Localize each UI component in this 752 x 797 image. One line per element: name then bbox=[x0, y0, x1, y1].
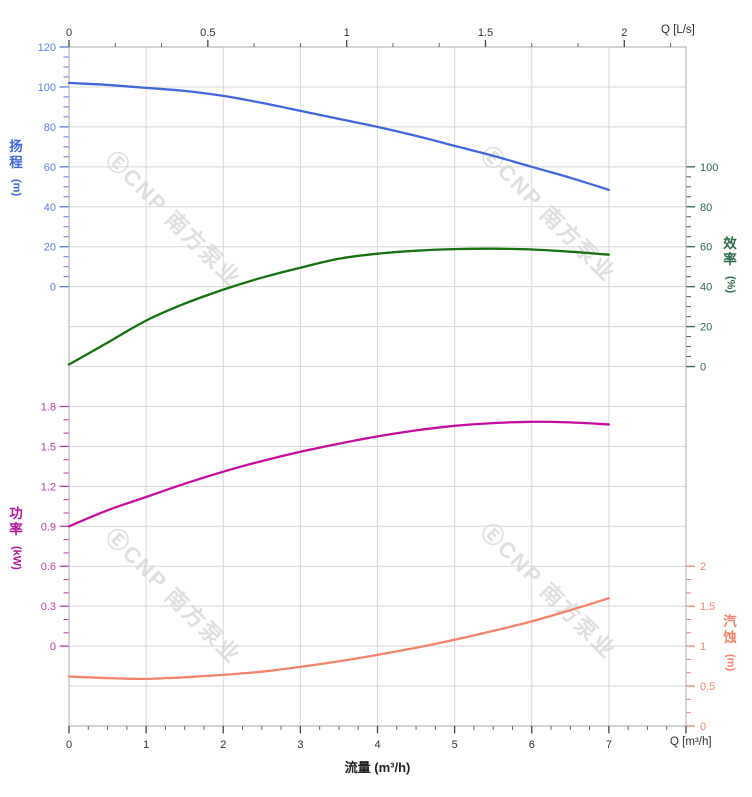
efficiency-axis-tick-label: 40 bbox=[700, 282, 712, 294]
power-axis-tick-label: 0.9 bbox=[41, 521, 56, 533]
head-axis-title: 扬程 (m) bbox=[5, 139, 27, 196]
bottom-axis-tick-label: 1 bbox=[143, 739, 149, 751]
efficiency-axis-tick-label: 20 bbox=[700, 322, 712, 334]
npsh-axis-title: 汽蚀 (m) bbox=[719, 614, 741, 671]
efficiency-axis-tick-label: 80 bbox=[700, 202, 712, 214]
head-curve bbox=[67, 81, 611, 191]
npsh-axis-tick-label: 2 bbox=[700, 561, 706, 573]
npsh-axis-unit: (m) bbox=[724, 653, 737, 672]
power-axis-tick-label: 1.2 bbox=[41, 481, 56, 493]
npsh-axis-tick-label: 0.5 bbox=[700, 681, 715, 693]
efficiency-axis-unit: (%) bbox=[724, 275, 737, 294]
efficiency-axis-tick-label: 0 bbox=[700, 362, 706, 374]
bottom-axis-tick-label: 6 bbox=[529, 739, 535, 751]
power-axis-title-text: 功率 bbox=[9, 506, 23, 538]
head-axis-unit: (m) bbox=[10, 178, 23, 197]
top-axis-tick-label: 1 bbox=[344, 27, 350, 39]
npsh-curve bbox=[67, 597, 611, 681]
head-axis-tick-label: 40 bbox=[44, 202, 56, 214]
top-axis-tick-label: 2 bbox=[621, 27, 627, 39]
power-axis-tick-label: 0.6 bbox=[41, 561, 56, 573]
bottom-axis-tick-label: 0 bbox=[66, 739, 72, 751]
power-axis-tick-label: 1.8 bbox=[41, 401, 56, 413]
power-axis-tick-label: 0.3 bbox=[41, 601, 56, 613]
power-axis-unit: (kW) bbox=[10, 545, 23, 570]
head-axis-tick-label: 120 bbox=[38, 42, 56, 54]
power-axis-tick-label: 1.5 bbox=[41, 441, 56, 453]
top-axis-tick-label: 0.5 bbox=[200, 27, 215, 39]
bottom-axis-tick-label: 5 bbox=[452, 739, 458, 751]
head-axis-tick-label: 0 bbox=[50, 282, 56, 294]
npsh-axis-tick-label: 1 bbox=[700, 641, 706, 653]
top-axis-tick-label: 1.5 bbox=[478, 27, 493, 39]
efficiency-axis-tick-label: 60 bbox=[700, 242, 712, 254]
npsh-axis-tick-label: 1.5 bbox=[700, 601, 715, 613]
power-axis-tick-label: 0 bbox=[50, 641, 56, 653]
x-axis-title: 流量 (m³/h) bbox=[344, 760, 411, 775]
efficiency-curve bbox=[67, 247, 611, 366]
efficiency-axis-title-text: 效率 bbox=[723, 236, 737, 268]
head-axis-title-text: 扬程 bbox=[9, 139, 23, 171]
head-axis-tick-label: 20 bbox=[44, 242, 56, 254]
efficiency-axis-title: 效率 (%) bbox=[719, 236, 741, 293]
bottom-axis-tick-label: 4 bbox=[374, 739, 380, 751]
npsh-axis-title-text: 汽蚀 bbox=[723, 614, 737, 646]
bottom-axis-tick-label: 2 bbox=[220, 739, 226, 751]
bottom-axis-tick-label: 3 bbox=[297, 739, 303, 751]
top-axis-unit-label: Q [L/s] bbox=[661, 24, 695, 36]
top-axis-tick-label: 0 bbox=[66, 27, 72, 39]
head-axis-tick-label: 80 bbox=[44, 122, 56, 134]
efficiency-axis-tick-label: 100 bbox=[700, 162, 718, 174]
head-axis-tick-label: 100 bbox=[38, 82, 56, 94]
bottom-axis-tick-label: 7 bbox=[606, 739, 612, 751]
power-axis-title: 功率 (kW) bbox=[5, 506, 27, 570]
bottom-axis-unit-label: Q [m³/h] bbox=[670, 736, 712, 748]
power-curve bbox=[67, 420, 611, 528]
npsh-axis-tick-label: 0 bbox=[700, 721, 706, 733]
head-axis-tick-label: 60 bbox=[44, 162, 56, 174]
